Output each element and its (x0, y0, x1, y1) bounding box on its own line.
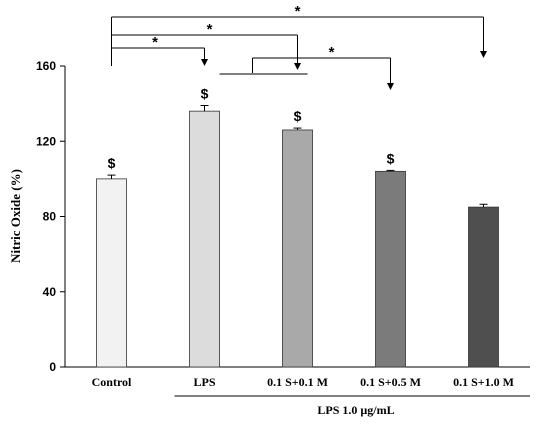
x-tick-label: 0.1 S+1.0 M (453, 375, 514, 389)
x-tick-label: 0.1 S+0.5 M (360, 375, 421, 389)
significance-mark: $ (201, 86, 209, 102)
x-tick-label: 0.1 S+0.1 M (267, 375, 328, 389)
bracket-star: * (152, 34, 158, 51)
y-axis-label: Nitric Oxide (%) (8, 169, 23, 263)
significance-mark: $ (387, 150, 395, 166)
y-tick-label: 80 (43, 210, 57, 224)
bar (282, 129, 313, 368)
group-label: LPS 1.0 µg/mL (317, 403, 394, 417)
bar (375, 170, 406, 368)
y-tick-label: 0 (49, 360, 56, 374)
bar (189, 110, 220, 368)
annotations: $ $ $ $ * * * * (108, 3, 487, 171)
bars (96, 105, 499, 368)
bracket-star: * (295, 3, 301, 20)
x-tick-label: LPS (193, 375, 215, 389)
axes: 0 40 80 120 160 Control LPS 0.1 S+0.1 M 0.1 S+0.… (36, 59, 530, 397)
bracket-star: * (329, 44, 335, 61)
bracket-arrow (480, 51, 487, 58)
bracket-arrow (294, 63, 301, 70)
y-tick-label: 120 (36, 134, 56, 148)
bar (468, 206, 499, 368)
bar (96, 178, 127, 368)
bracket-arrow (387, 83, 394, 90)
y-tick-label: 40 (43, 285, 57, 299)
bracket-star: * (207, 21, 213, 38)
y-tick-label: 160 (36, 59, 56, 73)
bracket-arrow (201, 59, 208, 66)
significance-mark: $ (294, 108, 302, 124)
x-tick-label: Control (92, 375, 132, 389)
significance-mark: $ (108, 155, 116, 171)
